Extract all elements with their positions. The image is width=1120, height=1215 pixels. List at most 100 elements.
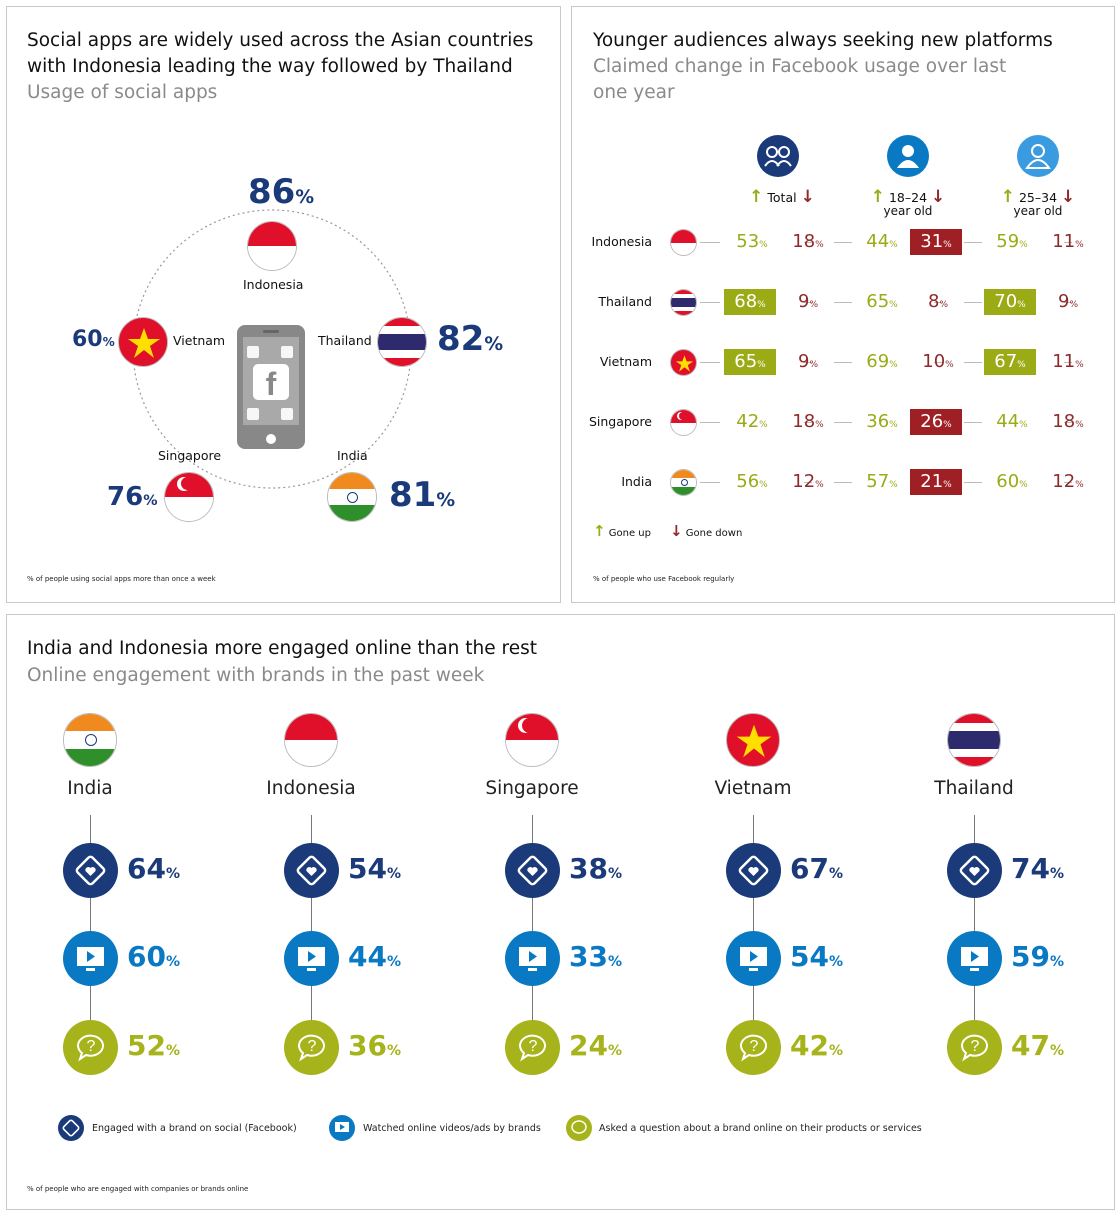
percent-sign: % [815, 240, 824, 250]
value-number: 54 [348, 852, 387, 885]
value-gone-up: 53% [724, 229, 780, 255]
percent-sign: % [102, 335, 115, 349]
value-gone-up: 59% [984, 229, 1040, 255]
row-dash [964, 362, 982, 363]
value-gone-down: 9% [1040, 289, 1096, 315]
legend-question-label: Asked a question about a brand online on… [599, 1123, 922, 1134]
indonesia-flag-icon [247, 221, 297, 271]
arrow-down-icon: ↓ [800, 187, 815, 207]
value-gone-down: 26% [910, 409, 962, 435]
engagement-value: 38% [569, 852, 622, 885]
value-gone-down: 11% [1040, 229, 1096, 255]
legend-question-icon [566, 1115, 592, 1141]
panel3-title: India and Indonesia more engaged online … [27, 638, 537, 659]
engagement-value: 42% [790, 1029, 843, 1062]
arrow-down-icon: ↓ [931, 187, 946, 207]
india-flag-icon [670, 469, 697, 496]
value-gone-down: 12% [780, 469, 836, 495]
percent-sign: % [1019, 240, 1028, 250]
percent-sign: % [607, 954, 622, 970]
panel3-subtitle: Online engagement with brands in the pas… [27, 665, 485, 686]
header-18-24-label: 18–24 [888, 190, 928, 205]
singapore-flag-icon [505, 713, 559, 767]
value-number: 65 [734, 351, 758, 372]
value-number: 11 [1052, 351, 1076, 372]
row-country-label: Thailand [598, 294, 652, 309]
engagement-country-label: Singapore [485, 778, 579, 799]
value-gone-down: 21% [910, 469, 962, 495]
value-gone-down: 8% [910, 289, 966, 315]
thailand-flag-icon [670, 289, 697, 316]
arrow-down-icon: ↓ [1061, 187, 1076, 207]
value-number: 9 [1057, 291, 1070, 312]
facebook-change-panel: Younger audiences always seeking new pla… [571, 6, 1115, 603]
value-number: 67 [790, 852, 829, 885]
value-number: 36 [866, 411, 890, 432]
percent-sign: % [1049, 866, 1064, 882]
row-country-label: Indonesia [591, 234, 652, 249]
value-number: 12 [792, 471, 816, 492]
legend-video-icon [329, 1115, 355, 1141]
engagement-panel: India and Indonesia more engaged online … [6, 614, 1115, 1210]
usage-label-indonesia: Indonesia [243, 277, 304, 292]
svg-text:?: ? [87, 1038, 96, 1055]
legend-gone-down: ↓ Gone down [670, 522, 742, 540]
header-18-24: ↑ 18–24 ↓ [862, 187, 954, 207]
engagement-value: 64% [127, 852, 180, 885]
value-gone-up: 65% [724, 349, 776, 375]
row-dash [1064, 362, 1072, 363]
connector-line [753, 815, 754, 1020]
value-number: 53 [736, 231, 760, 252]
header-total-label: Total [767, 190, 797, 205]
value-number: 44 [348, 940, 387, 973]
panel1-subtitle: Usage of social apps [27, 82, 218, 103]
row-dash [834, 482, 852, 483]
usage-number: 81 [389, 475, 437, 515]
percent-sign: % [1019, 420, 1028, 430]
percent-sign: % [1075, 420, 1084, 430]
percent-sign: % [889, 300, 898, 310]
value-number: 64 [127, 852, 166, 885]
engagement-value: 36% [348, 1029, 401, 1062]
svg-text:f: f [266, 366, 277, 402]
percent-sign: % [607, 1043, 622, 1059]
value-gone-down: 10% [910, 349, 966, 375]
percent-sign: % [759, 480, 768, 490]
usage-number: 60 [72, 327, 103, 352]
value-number: 33 [569, 940, 608, 973]
percent-sign: % [386, 954, 401, 970]
row-dash [964, 242, 982, 243]
value-number: 12 [1052, 471, 1076, 492]
row-dash [834, 362, 852, 363]
percent-sign: % [815, 480, 824, 490]
percent-sign: % [889, 360, 898, 370]
brand-social-icon [947, 843, 1002, 898]
percent-sign: % [809, 300, 818, 310]
percent-sign: % [943, 240, 952, 250]
thailand-flag-icon [377, 317, 427, 367]
value-gone-down: 31% [910, 229, 962, 255]
svg-text:?: ? [750, 1038, 759, 1055]
value-number: 68 [734, 291, 758, 312]
connector-line [90, 815, 91, 1020]
percent-sign: % [436, 490, 456, 511]
arrow-up-icon: ↑ [1000, 187, 1015, 207]
user-outline-icon [1017, 135, 1059, 177]
row-dash [964, 482, 982, 483]
brand-social-icon [726, 843, 781, 898]
india-flag-icon [327, 472, 377, 522]
brand-social-icon [505, 843, 560, 898]
legend-gone-up-label: Gone up [608, 528, 651, 539]
value-number: 74 [1011, 852, 1050, 885]
value-gone-up: 65% [854, 289, 910, 315]
indonesia-flag-icon [670, 229, 697, 256]
value-number: 65 [866, 291, 890, 312]
value-number: 26 [920, 411, 944, 432]
usage-number: 82 [437, 319, 485, 359]
value-number: 31 [920, 231, 944, 252]
percent-sign: % [809, 360, 818, 370]
question-bubble-icon: ? [726, 1020, 781, 1075]
percent-sign: % [1049, 954, 1064, 970]
percent-sign: % [484, 334, 504, 355]
percent-sign: % [945, 360, 954, 370]
